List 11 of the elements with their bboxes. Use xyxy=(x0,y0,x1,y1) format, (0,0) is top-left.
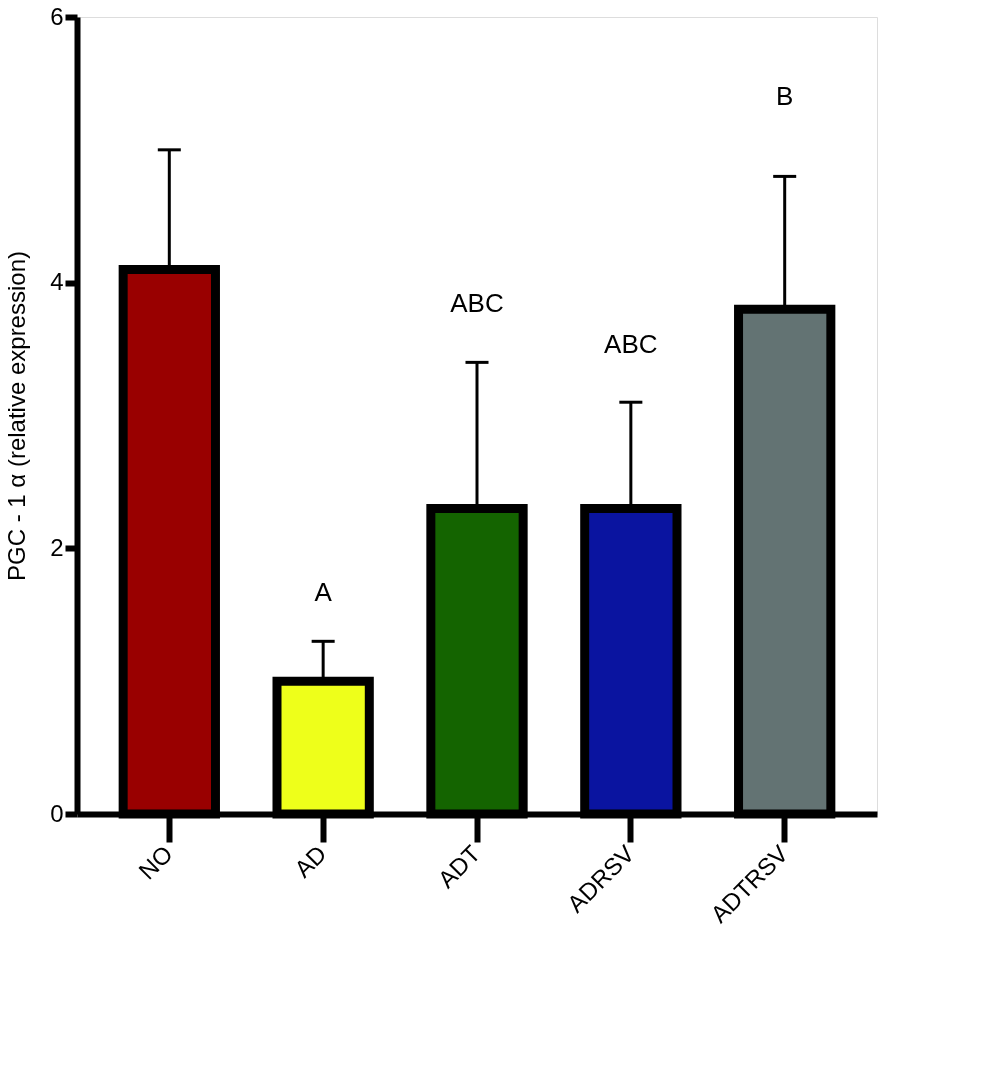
y-tick-label: 6 xyxy=(50,2,64,30)
x-tick-label: AD xyxy=(288,839,332,883)
annotation: B xyxy=(776,80,794,111)
y-axis-title: PGC - 1 α (relative expression) xyxy=(3,251,31,581)
annotation: ABC xyxy=(450,287,504,318)
annotation: ABC xyxy=(604,329,658,360)
x-tick-label: NO xyxy=(133,839,178,885)
annotation: A xyxy=(314,577,333,608)
y-tick-label: 0 xyxy=(50,799,64,827)
y-tick-label: 4 xyxy=(50,268,64,296)
y-tick-label: 2 xyxy=(50,533,64,561)
